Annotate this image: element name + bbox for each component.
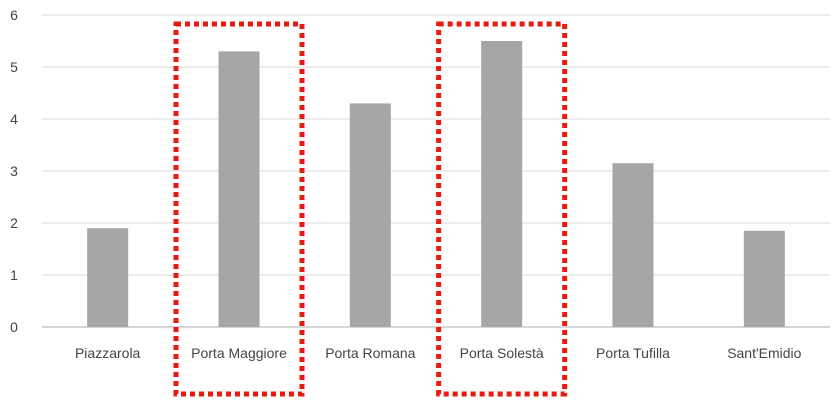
y-tick-label: 2 [10,215,18,231]
bars-layer [87,41,785,328]
bar [218,51,260,328]
y-tick-label: 6 [10,7,18,23]
x-tick-label: Porta Solestà [460,345,544,361]
x-tick-label: Sant'Emidio [727,345,801,361]
highlight-layer [173,21,568,397]
bar [87,228,129,327]
x-tick-label: Porta Maggiore [191,345,287,361]
bar [349,103,391,328]
y-tick-label: 4 [10,111,18,127]
grid-layer [42,14,830,328]
y-tick-label: 3 [10,163,18,179]
y-tick-label: 5 [10,59,18,75]
y-tick-label: 1 [10,267,18,283]
bar [612,163,654,327]
x-tick-label: Porta Tufilla [596,345,670,361]
x-tick-label: Porta Romana [325,345,415,361]
bar [481,41,523,327]
y-axis-tick-labels: 0 1 2 3 4 5 6 [10,7,18,335]
highlight-box [436,21,568,397]
y-tick-label: 0 [10,319,18,335]
bar [743,230,785,327]
highlight-box [173,21,305,397]
x-tick-label: Piazzarola [75,345,141,361]
x-axis-tick-labels: Piazzarola Porta Maggiore Porta Romana Port… [75,345,802,361]
